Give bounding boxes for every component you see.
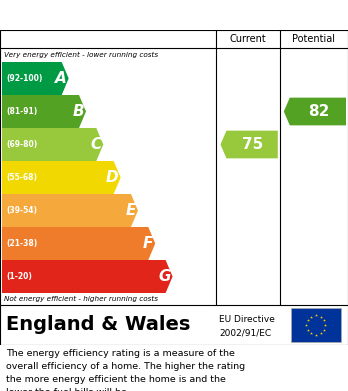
Text: The energy efficiency rating is a measure of the
overall efficiency of a home. T: The energy efficiency rating is a measur… <box>6 349 245 391</box>
Text: (1-20): (1-20) <box>6 272 32 281</box>
Text: B: B <box>72 104 84 119</box>
Polygon shape <box>284 98 346 126</box>
Text: Energy Efficiency Rating: Energy Efficiency Rating <box>8 7 229 23</box>
Text: 82: 82 <box>308 104 330 119</box>
Polygon shape <box>2 194 138 227</box>
Text: Potential: Potential <box>292 34 335 44</box>
Text: Very energy efficient - lower running costs: Very energy efficient - lower running co… <box>4 52 158 58</box>
Text: A: A <box>55 71 67 86</box>
Polygon shape <box>2 161 121 194</box>
Text: F: F <box>143 236 153 251</box>
Polygon shape <box>2 62 69 95</box>
Text: (69-80): (69-80) <box>6 140 37 149</box>
Polygon shape <box>220 131 278 158</box>
Text: Current: Current <box>230 34 267 44</box>
Text: (81-91): (81-91) <box>6 107 37 116</box>
Text: 75: 75 <box>243 137 264 152</box>
Text: D: D <box>106 170 119 185</box>
Text: (39-54): (39-54) <box>6 206 37 215</box>
Polygon shape <box>2 227 155 260</box>
Text: (55-68): (55-68) <box>6 173 37 182</box>
FancyBboxPatch shape <box>291 308 341 342</box>
Text: C: C <box>90 137 101 152</box>
Polygon shape <box>2 95 86 128</box>
Text: E: E <box>126 203 136 218</box>
Text: G: G <box>158 269 171 284</box>
Text: England & Wales: England & Wales <box>6 316 190 334</box>
Text: Not energy efficient - higher running costs: Not energy efficient - higher running co… <box>4 296 158 302</box>
Text: 2002/91/EC: 2002/91/EC <box>219 328 271 337</box>
Text: (92-100): (92-100) <box>6 74 42 83</box>
Polygon shape <box>2 128 103 161</box>
Text: EU Directive: EU Directive <box>219 314 275 323</box>
Text: (21-38): (21-38) <box>6 239 37 248</box>
Polygon shape <box>2 260 173 293</box>
